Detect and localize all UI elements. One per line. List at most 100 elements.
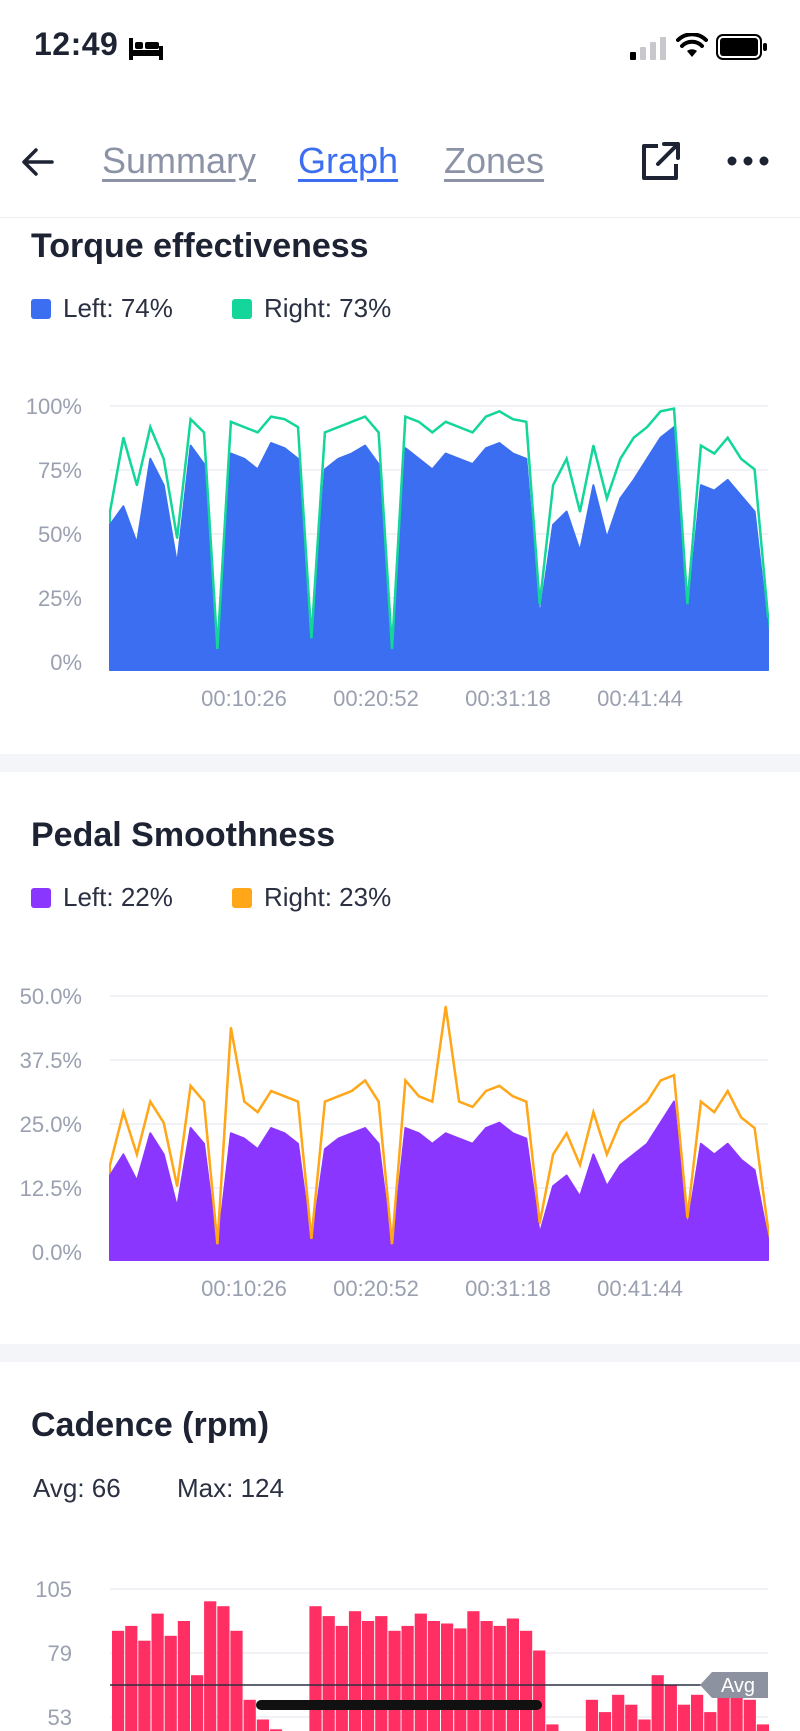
torque-chart[interactable]: 100% 75% 50% 25% 0% 00:10:26 00:20:52 00:31:18 0…	[0, 380, 800, 720]
cadence-bar	[691, 1694, 704, 1731]
x-tick-label: 00:20:52	[333, 686, 419, 711]
cadence-bar	[585, 1699, 598, 1731]
torque-right-label: Right: 73%	[264, 293, 392, 323]
cadence-bar	[401, 1625, 414, 1731]
cadence-bar	[362, 1621, 375, 1731]
avg-marker-tag	[700, 1672, 768, 1698]
y-tick-label: 25%	[38, 586, 82, 611]
cadence-bar	[177, 1621, 190, 1731]
torque-legend-left: Left: 74%	[31, 293, 173, 324]
status-bar: 12:49	[0, 0, 800, 100]
cadence-bar	[335, 1625, 348, 1731]
cadence-bar	[125, 1625, 138, 1731]
cadence-bar	[704, 1712, 717, 1731]
status-time: 12:49	[34, 26, 119, 62]
cadence-max-label: Max: 124	[177, 1473, 284, 1503]
battery-icon	[716, 34, 767, 60]
torque-left-label: Left: 74%	[63, 293, 173, 323]
torque-legend-right: Right: 73%	[232, 293, 391, 324]
wifi-icon	[676, 33, 708, 57]
legend-swatch-right	[232, 298, 252, 319]
x-tick-label: 00:41:44	[597, 686, 683, 711]
smoothness-right-label: Right: 23%	[264, 882, 392, 912]
cadence-bar	[638, 1719, 651, 1731]
share-external-icon[interactable]	[636, 138, 684, 186]
home-indicator[interactable]	[256, 1700, 542, 1710]
section-divider	[0, 754, 800, 772]
cadence-bar	[427, 1621, 440, 1731]
arrow-left-icon[interactable]	[16, 140, 60, 184]
more-horizontal-icon[interactable]	[724, 146, 772, 176]
tab-zones[interactable]: Zones	[444, 140, 545, 181]
series-area-left	[109, 426, 769, 671]
cadence-bar	[348, 1611, 362, 1731]
section-divider	[0, 1344, 800, 1362]
smoothness-chart[interactable]: 50.0% 37.5% 25.0% 12.5% 0.0% 00:10:26 00:20:52…	[0, 970, 800, 1310]
cadence-bar	[520, 1630, 533, 1731]
legend-swatch-right	[232, 887, 252, 908]
avg-marker-label: Avg	[721, 1675, 755, 1697]
x-tick-label: 00:10:26	[201, 686, 287, 711]
series-line-right	[108, 407, 770, 649]
smoothness-title: Pedal Smoothness	[31, 816, 336, 854]
smoothness-left-label: Left: 22%	[63, 882, 173, 912]
cadence-bar	[217, 1606, 230, 1731]
cellular-signal-icon	[630, 37, 666, 60]
legend-swatch-left	[31, 298, 51, 319]
cadence-bar	[322, 1616, 335, 1731]
cadence-bar	[625, 1704, 638, 1731]
cadence-bar	[375, 1616, 388, 1731]
y-tick-label: 37.5%	[20, 1048, 82, 1073]
y-tick-label: 0%	[50, 650, 82, 675]
cadence-bar	[664, 1685, 677, 1731]
cadence-bar	[269, 1729, 283, 1731]
y-tick-label: 25.0%	[20, 1112, 82, 1137]
cadence-bar	[480, 1621, 493, 1731]
cadence-bar	[243, 1699, 256, 1731]
cadence-bar	[388, 1630, 401, 1731]
cadence-title: Cadence (rpm)	[31, 1406, 270, 1444]
cadence-bar	[441, 1623, 454, 1731]
tab-summary[interactable]: Summary	[102, 140, 257, 181]
torque-title: Torque effectiveness	[31, 227, 369, 265]
cadence-bar	[493, 1625, 506, 1731]
y-tick-label: 12.5%	[20, 1176, 82, 1201]
cadence-bar	[546, 1724, 559, 1731]
legend-swatch-left	[31, 887, 51, 908]
cadence-bar	[533, 1650, 546, 1731]
series-area-left	[109, 1100, 769, 1261]
cadence-avg-label: Avg: 66	[33, 1473, 121, 1503]
smoothness-legend-right: Right: 23%	[232, 882, 391, 913]
cadence-bar	[730, 1689, 743, 1731]
smoothness-legend-left: Left: 22%	[31, 882, 173, 913]
y-tick-label: 105	[35, 1577, 72, 1602]
cadence-bar	[164, 1635, 177, 1731]
cadence-bar	[414, 1613, 427, 1731]
tab-graph[interactable]: Graph	[298, 140, 399, 181]
y-tick-label: 50.0%	[20, 984, 82, 1009]
cadence-bar	[151, 1613, 164, 1731]
cadence-bar	[612, 1694, 625, 1731]
cadence-bar	[112, 1630, 125, 1731]
x-tick-label: 00:41:44	[597, 1276, 683, 1301]
x-tick-label: 00:10:26	[201, 1276, 287, 1301]
cadence-bar	[756, 1724, 769, 1731]
cadence-bar	[138, 1640, 151, 1731]
series-line-right	[108, 1006, 770, 1245]
cadence-bar	[230, 1630, 243, 1731]
nav-bar: Summary Graph Zones	[0, 118, 800, 218]
cadence-bar	[454, 1628, 467, 1731]
bed-icon	[129, 38, 163, 60]
cadence-bar	[677, 1704, 691, 1731]
cadence-bar	[598, 1712, 612, 1731]
cadence-bar	[204, 1601, 217, 1731]
cadence-bar	[309, 1606, 322, 1731]
cadence-bar	[256, 1719, 269, 1731]
cadence-bar	[506, 1618, 519, 1731]
cadence-bar	[191, 1675, 204, 1731]
y-tick-label: 50%	[38, 522, 82, 547]
y-tick-label: 53	[48, 1705, 72, 1730]
cadence-bar	[467, 1611, 480, 1731]
y-tick-label: 79	[48, 1641, 72, 1666]
cadence-chart[interactable]: 105 79 53 Avg	[0, 1560, 800, 1731]
